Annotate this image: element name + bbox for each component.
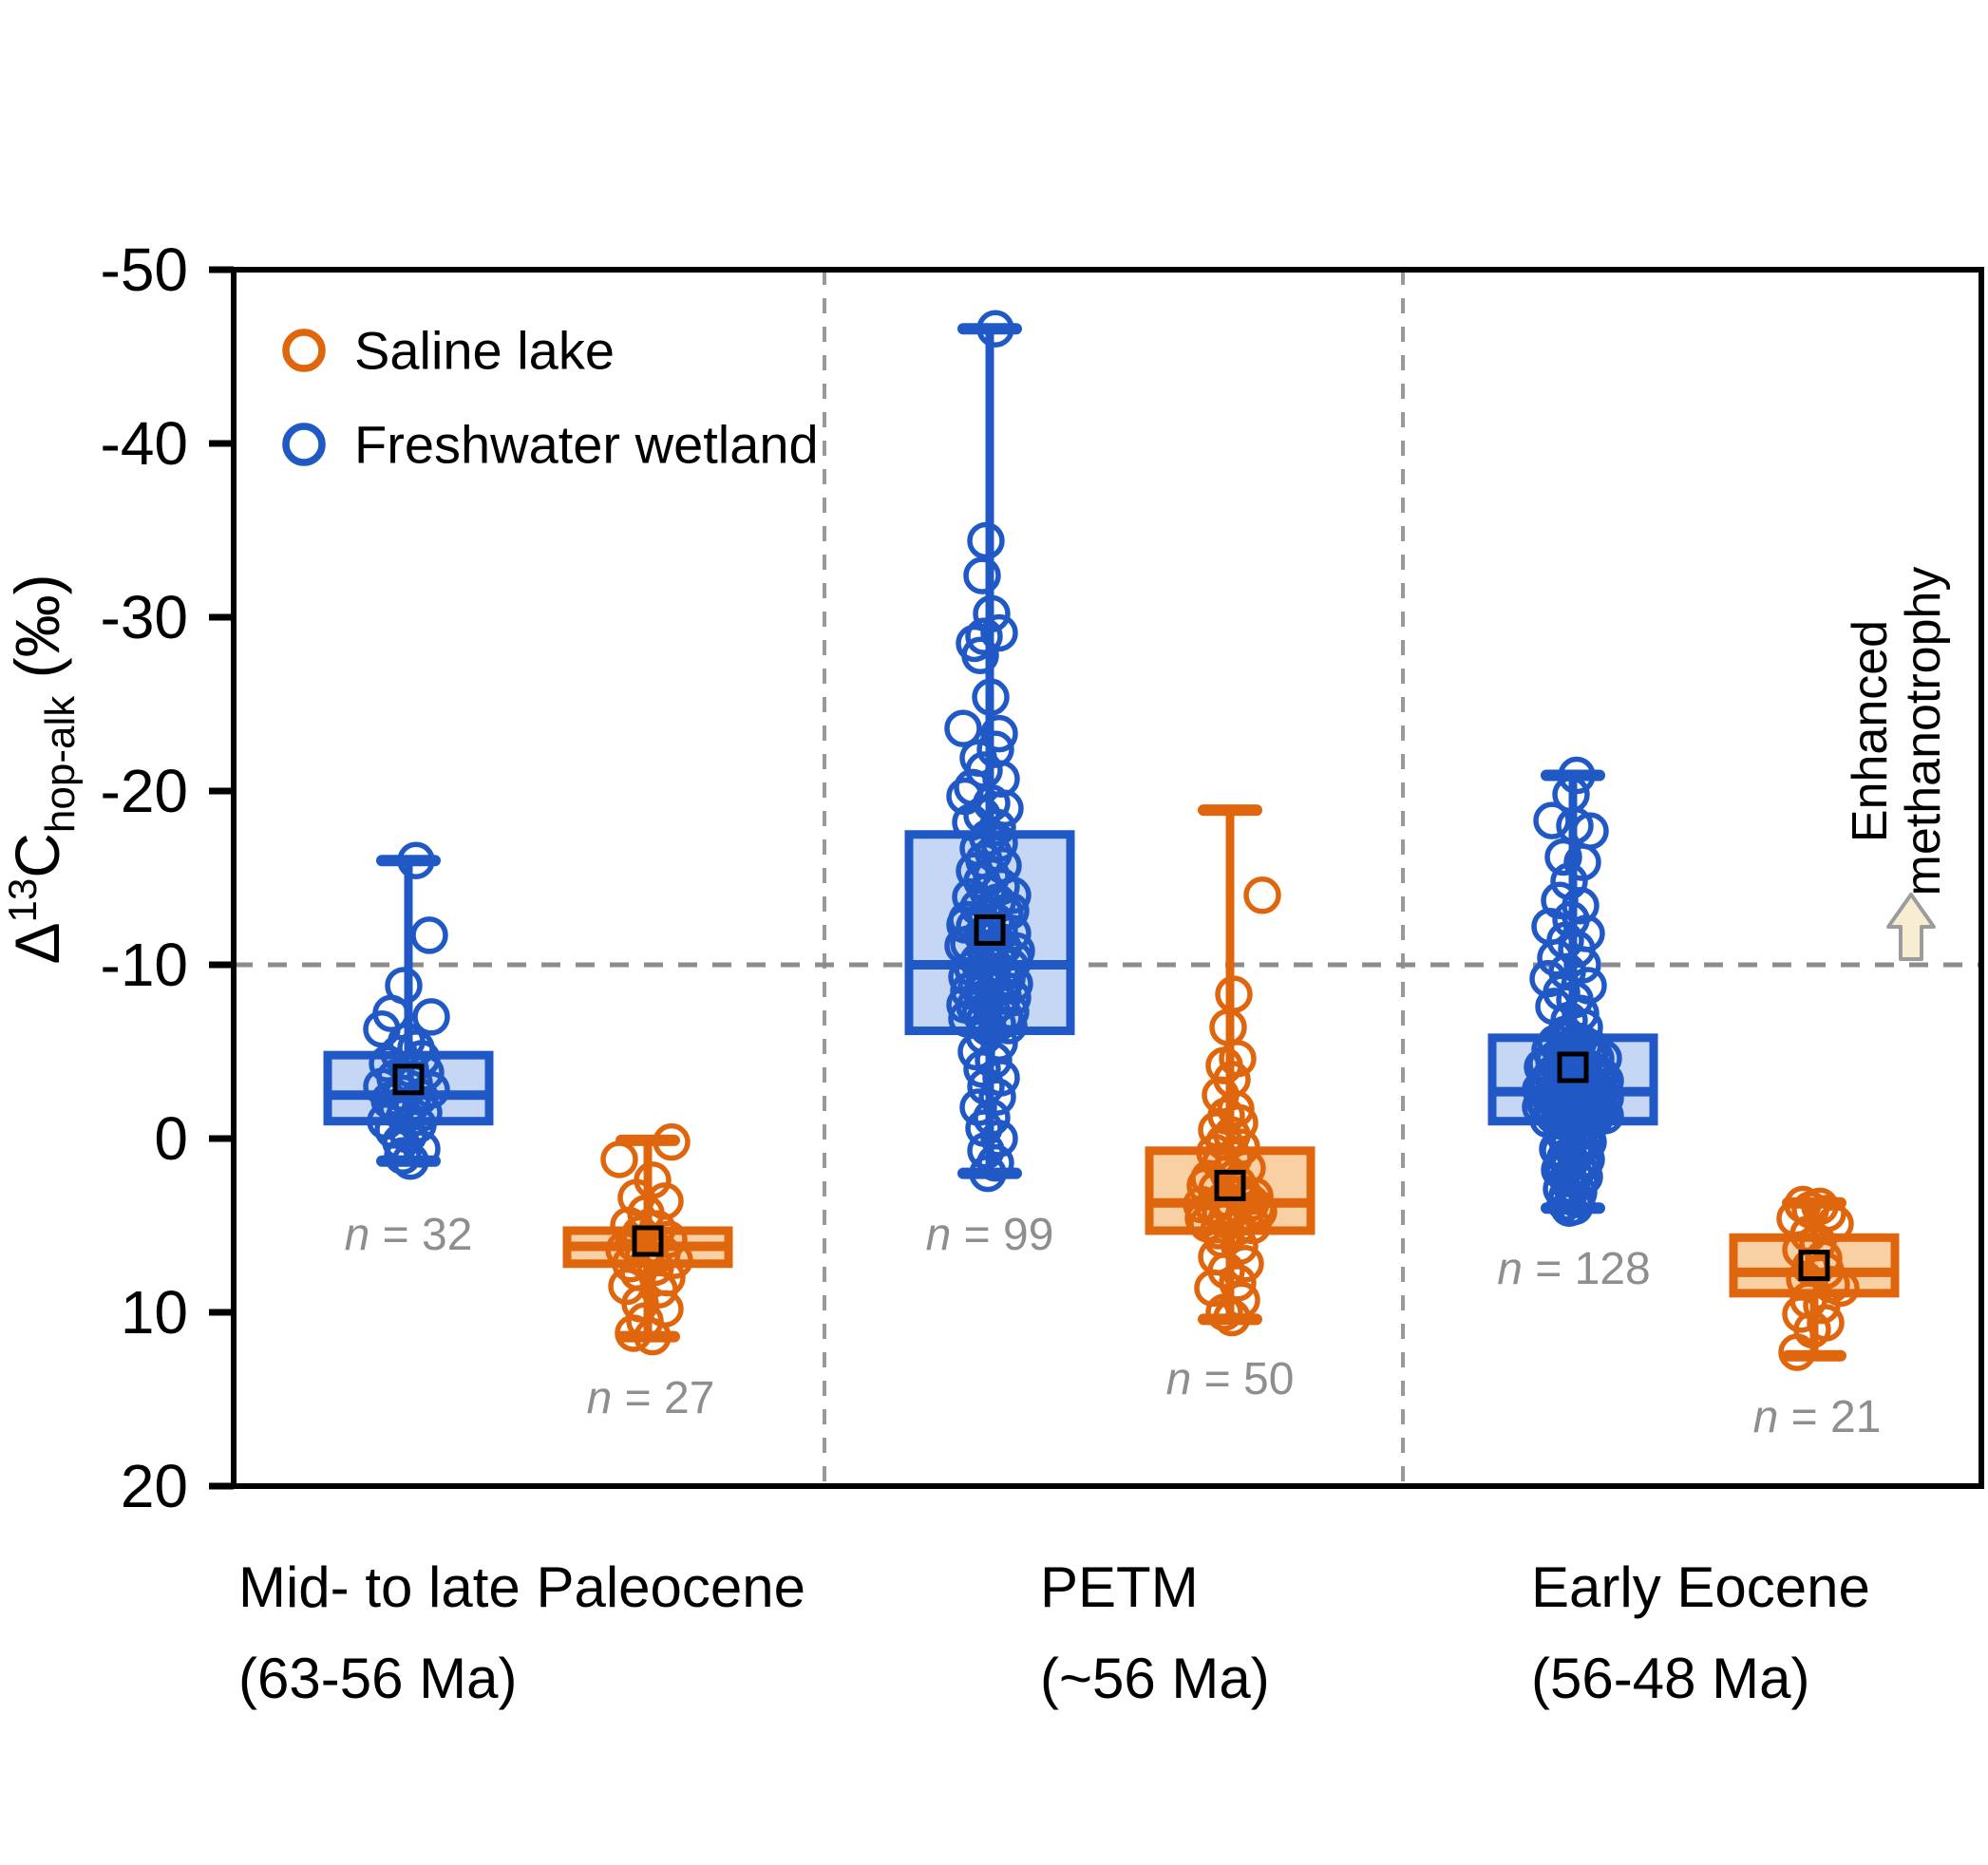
plot-frame [231,267,1984,1489]
data-point [1525,1065,1563,1103]
data-point [1550,1189,1588,1227]
legend-marker-freshwater-wetland [282,423,326,466]
data-point [403,1130,441,1168]
y-tick-label-20: 20 [121,1452,188,1520]
box-series-4-freshwater-wetland: n = 128 [1487,756,1658,1294]
data-point [1558,930,1596,969]
data-point [600,1140,638,1178]
data-point [1522,1070,1560,1109]
data-point [1544,838,1582,876]
data-point [1533,801,1571,839]
box-series-5-saline-lake: n = 21 [1729,1185,1900,1442]
box-series-0-freshwater-wetland: n = 32 [323,841,494,1260]
data-point [410,916,448,954]
mean-marker [1557,1051,1589,1083]
data-point [976,1143,1014,1182]
data-point [978,808,1016,847]
data-point [1226,1245,1264,1283]
data-point [1243,876,1281,914]
data-point [1586,1062,1624,1100]
annotation-enhanced: Enhanced [1843,620,1898,842]
data-point [412,998,450,1036]
y-tick-label--50: -50 [101,235,189,304]
data-point [969,1154,1007,1193]
mean-marker [392,1064,425,1096]
mean-marker [1214,1169,1246,1201]
data-point [382,1122,420,1161]
data-point [980,714,1018,753]
data-point [961,636,999,675]
y-tick-label--20: -20 [101,757,189,825]
x-group-label-1-line1: Mid- to late Paleocene [238,1555,805,1619]
x-group-label-3-line1: Early Eocene [1531,1555,1870,1619]
data-point [1778,1333,1816,1371]
data-point [1803,1286,1841,1325]
x-group-label-3-line2: (56-48 Ma) [1531,1647,1809,1710]
data-point [967,521,1005,560]
box-series-1-saline-lake: n = 27 [562,1122,733,1423]
data-point [653,1122,691,1161]
x-group-label-1-line2: (63-56 Ma) [238,1647,517,1710]
data-point [615,1314,653,1352]
data-point [986,789,1024,828]
annotation-methanotrophy: methanotrophy [1896,567,1951,896]
data-point [391,1142,429,1180]
data-point [972,678,1010,716]
x-group-label-2-line1: PETM [1040,1555,1199,1619]
data-point [965,617,1003,655]
data-point [1213,1298,1251,1337]
data-point [980,613,1018,652]
data-point [963,1050,1001,1088]
data-point [976,310,1014,348]
data-point [973,594,1011,633]
mean-marker [974,914,1006,946]
data-point [978,1078,1016,1116]
data-point [636,1248,674,1287]
data-point [397,841,435,879]
data-point [612,1245,650,1283]
sample-size-label: n = 32 [345,1210,473,1260]
data-point [1565,1158,1603,1196]
sample-size-label: n = 50 [1166,1354,1295,1404]
legend-label-saline-lake: Saline lake [354,321,615,381]
y-axis-title: Δ13Chop-alk (‰) [0,574,84,964]
box-series-2-freshwater-wetland: n = 99 [904,310,1075,1260]
data-point [1205,1293,1243,1331]
data-point [944,709,982,747]
mean-marker [632,1225,664,1257]
mean-marker [1798,1250,1830,1282]
data-point [1586,1079,1624,1118]
data-point [384,1137,422,1176]
sample-size-label: n = 27 [587,1373,715,1423]
y-tick-label-0: 0 [154,1104,188,1173]
data-point [1522,1087,1560,1126]
data-point [1558,756,1596,795]
y-tick-label--10: -10 [101,931,189,999]
data-point [634,1317,672,1356]
sample-size-label: n = 21 [1753,1392,1882,1442]
legend-marker-saline-lake [282,329,326,372]
y-tick-label--40: -40 [101,409,189,478]
data-point [1569,1122,1607,1161]
sample-size-label: n = 99 [926,1210,1054,1260]
data-point [655,1241,693,1279]
x-group-label-2-line2: (~56 Ma) [1040,1647,1270,1710]
y-tick-label-10: 10 [121,1278,188,1347]
y-tick-label--30: -30 [101,583,189,651]
box-series-3-saline-lake: n = 50 [1145,804,1316,1404]
up-arrow-icon [1886,893,1936,961]
data-point [1219,1264,1257,1302]
data-point [963,556,1001,594]
legend-label-freshwater-wetland: Freshwater wetland [354,415,819,475]
sample-size-label: n = 128 [1497,1244,1651,1294]
